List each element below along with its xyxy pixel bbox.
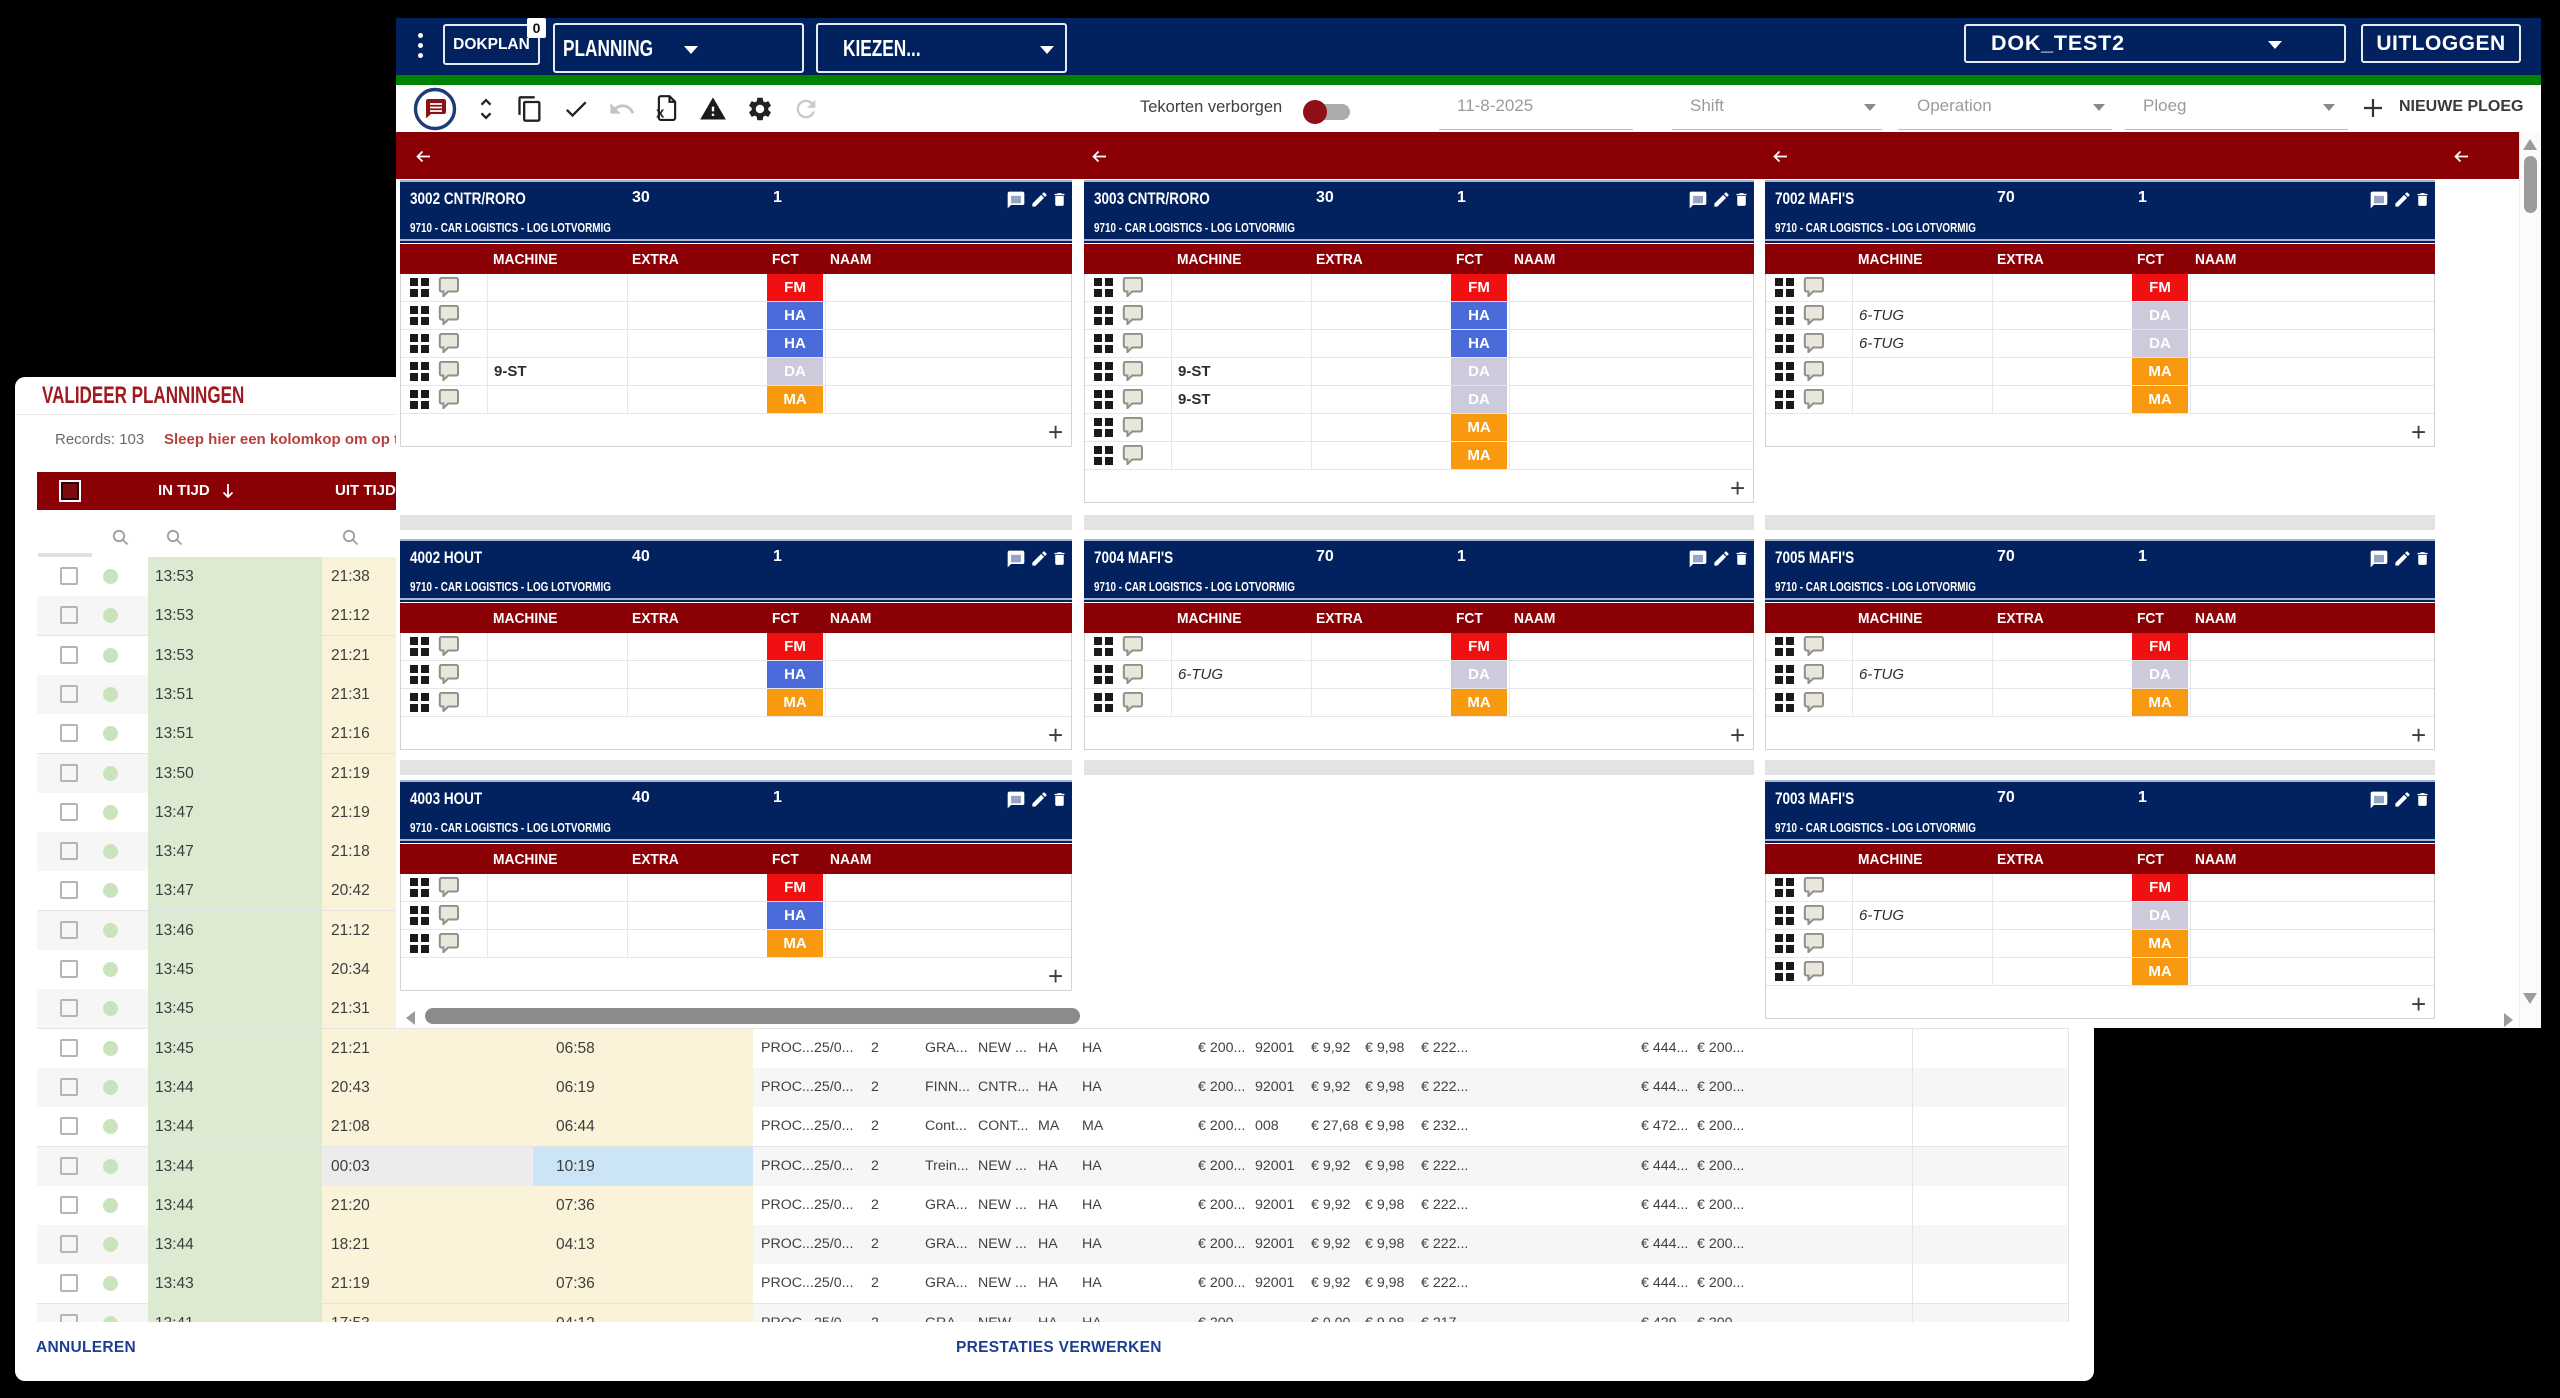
svg-text:x: x xyxy=(656,104,665,121)
